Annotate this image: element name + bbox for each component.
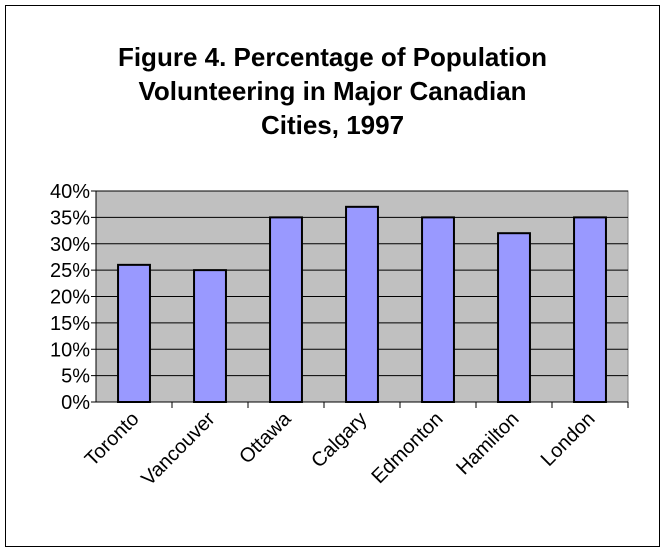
y-tick-label: 15%: [50, 313, 90, 335]
x-tick-label: Calgary: [307, 408, 371, 472]
bar-hamilton: [497, 232, 531, 403]
y-tick-label: 25%: [50, 260, 90, 282]
y-tick-label: 30%: [50, 234, 90, 256]
x-tick-label: London: [537, 408, 600, 471]
bar-toronto: [117, 263, 151, 403]
chart-title-line-3: Cities, 1997: [260, 110, 405, 140]
x-tick-label: Hamilton: [452, 408, 523, 479]
chart-title: Figure 4. Percentage of Population Volun…: [6, 40, 659, 142]
y-tick-label: 0%: [61, 392, 90, 414]
y-tick-label: 5%: [61, 366, 90, 388]
bar-calgary: [345, 205, 379, 403]
bar-london: [573, 216, 607, 403]
x-tick-label: Edmonton: [368, 408, 448, 488]
chart-title-line-2: Volunteering in Major Canadian: [138, 76, 527, 106]
x-tick-label: Vancouver: [137, 408, 219, 490]
y-tick-label: 10%: [50, 339, 90, 361]
bar-vancouver: [193, 269, 227, 403]
y-tick-label: 20%: [50, 287, 90, 309]
y-tick-label: 40%: [50, 181, 90, 203]
chart: Figure 4. Percentage of Population Volun…: [5, 5, 660, 547]
y-tick-label: 35%: [50, 207, 90, 229]
bar-ottawa: [269, 216, 303, 403]
bar-chart-svg: 0% 5% 10% 15% 20% 25% 30% 35% 40% TorontoVancouve…: [50, 181, 629, 490]
x-tick-label: Toronto: [81, 408, 144, 471]
bar-edmonton: [421, 216, 455, 403]
x-tick-label: Ottawa: [235, 407, 296, 468]
chart-title-line-1: Figure 4. Percentage of Population: [117, 42, 548, 72]
